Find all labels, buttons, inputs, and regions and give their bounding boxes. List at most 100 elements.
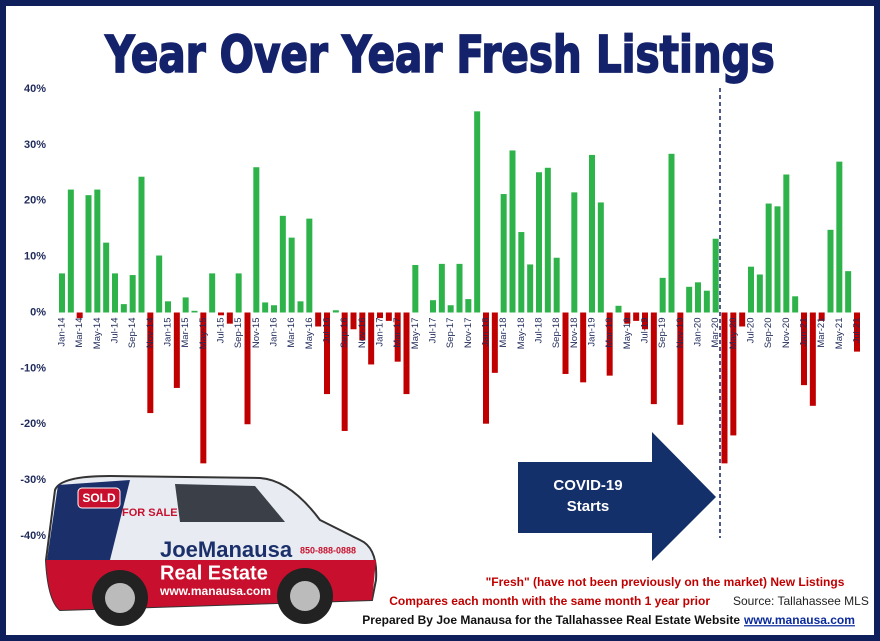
x-tick-label: Mar-14 <box>74 318 85 348</box>
bar <box>120 304 127 313</box>
bar <box>818 312 825 321</box>
bar <box>624 312 631 324</box>
bar <box>712 238 719 313</box>
x-tick-label: Mar-21 <box>816 318 827 348</box>
for-sale: FOR SALE <box>122 507 178 519</box>
bar <box>544 167 551 313</box>
x-tick-label: Jul-21 <box>852 318 863 344</box>
bar <box>474 111 481 313</box>
x-tick-label: Jan-18 <box>481 318 492 347</box>
x-tick-label: Nov-19 <box>675 318 686 349</box>
bar <box>748 266 754 313</box>
x-tick-label: Sep-16 <box>339 318 350 349</box>
website[interactable]: www.manausa.com <box>743 613 855 627</box>
bar <box>827 229 834 313</box>
bar <box>253 167 260 313</box>
bar <box>244 312 251 425</box>
x-tick-label: Jul-19 <box>640 318 651 344</box>
note: "Fresh" (have not been previously on the… <box>486 575 845 589</box>
bar <box>801 312 807 386</box>
bar <box>465 299 472 313</box>
bar <box>677 312 684 425</box>
bar <box>721 312 728 464</box>
bar <box>94 189 101 313</box>
x-tick-label: Jan-19 <box>587 318 598 347</box>
bar <box>509 150 516 313</box>
bar <box>845 271 852 313</box>
logo-phone: 850-888-0888 <box>300 545 356 555</box>
bar <box>182 297 189 313</box>
car: SOLD FOR SALE JoeManausa Real Estate www… <box>44 474 378 626</box>
covid-arrow <box>518 432 716 561</box>
annotation: COVID-19 <box>553 477 622 494</box>
x-tick-label: Nov-17 <box>463 318 474 349</box>
logo-url: www.manausa.com <box>159 584 271 598</box>
annotation: Starts <box>567 498 610 515</box>
bar <box>103 242 110 313</box>
bar <box>756 274 763 313</box>
sold-text: SOLD <box>82 491 116 505</box>
x-tick-label: Jan-15 <box>163 318 174 347</box>
bar <box>412 265 419 313</box>
bar <box>686 286 693 313</box>
bar <box>209 273 216 313</box>
bar <box>606 312 613 376</box>
bar <box>553 257 560 313</box>
bar <box>642 312 648 330</box>
bar <box>615 305 622 313</box>
x-tick-label: May-18 <box>516 318 527 350</box>
bar <box>191 310 198 313</box>
x-tick-label: Mar-15 <box>180 318 191 348</box>
x-tick-label: Nov-20 <box>781 318 792 349</box>
x-tick-label: Mar-17 <box>392 318 403 348</box>
x-tick-label: Jan-20 <box>693 318 704 347</box>
bar <box>447 305 454 313</box>
x-tick-label: Jul-18 <box>534 318 545 344</box>
bar <box>536 172 542 313</box>
x-tick-label: Jan-17 <box>375 318 386 347</box>
bar <box>854 312 860 352</box>
y-tick-label: 30% <box>24 139 46 151</box>
bar <box>297 301 304 313</box>
bar <box>59 273 65 313</box>
bar <box>350 312 357 330</box>
note: Compares each month with the same month … <box>389 594 710 608</box>
bar <box>173 312 180 388</box>
bar <box>85 195 92 313</box>
bar <box>156 255 163 313</box>
bar <box>527 264 534 313</box>
bar <box>792 296 799 313</box>
bar <box>129 275 136 313</box>
bar <box>235 273 242 313</box>
bar <box>650 312 657 405</box>
bar <box>783 174 790 313</box>
x-tick-label: Sep-19 <box>657 318 668 349</box>
x-tick-label: Jul-16 <box>322 318 333 344</box>
bar <box>262 302 269 313</box>
x-tick-label: Mar-16 <box>286 318 297 348</box>
x-tick-label: May-17 <box>410 318 421 350</box>
bar <box>403 312 410 395</box>
x-tick-label: Nov-15 <box>251 318 262 349</box>
y-tick-label: 20% <box>24 195 46 207</box>
x-tick-label: Jan-21 <box>799 318 810 347</box>
bar <box>359 312 366 341</box>
logo-sub: Real Estate <box>160 562 268 584</box>
bar <box>438 263 445 313</box>
bar <box>739 312 746 327</box>
logo-name: JoeManausa <box>160 537 293 562</box>
x-tick-label: Jan-14 <box>57 318 68 347</box>
credit: Prepared By Joe Manausa for the Tallahas… <box>362 613 740 627</box>
bar <box>138 176 145 313</box>
bar <box>633 312 640 321</box>
y-tick-label: -40% <box>20 530 46 542</box>
y-tick-label: 10% <box>24 251 46 263</box>
bar <box>589 154 595 313</box>
x-tick-label: Sep-15 <box>233 318 244 349</box>
bar <box>562 312 569 374</box>
bar <box>765 203 772 313</box>
bar <box>500 194 507 313</box>
bar <box>112 273 118 313</box>
x-tick-label: Mar-18 <box>498 317 509 347</box>
bar <box>730 312 737 436</box>
